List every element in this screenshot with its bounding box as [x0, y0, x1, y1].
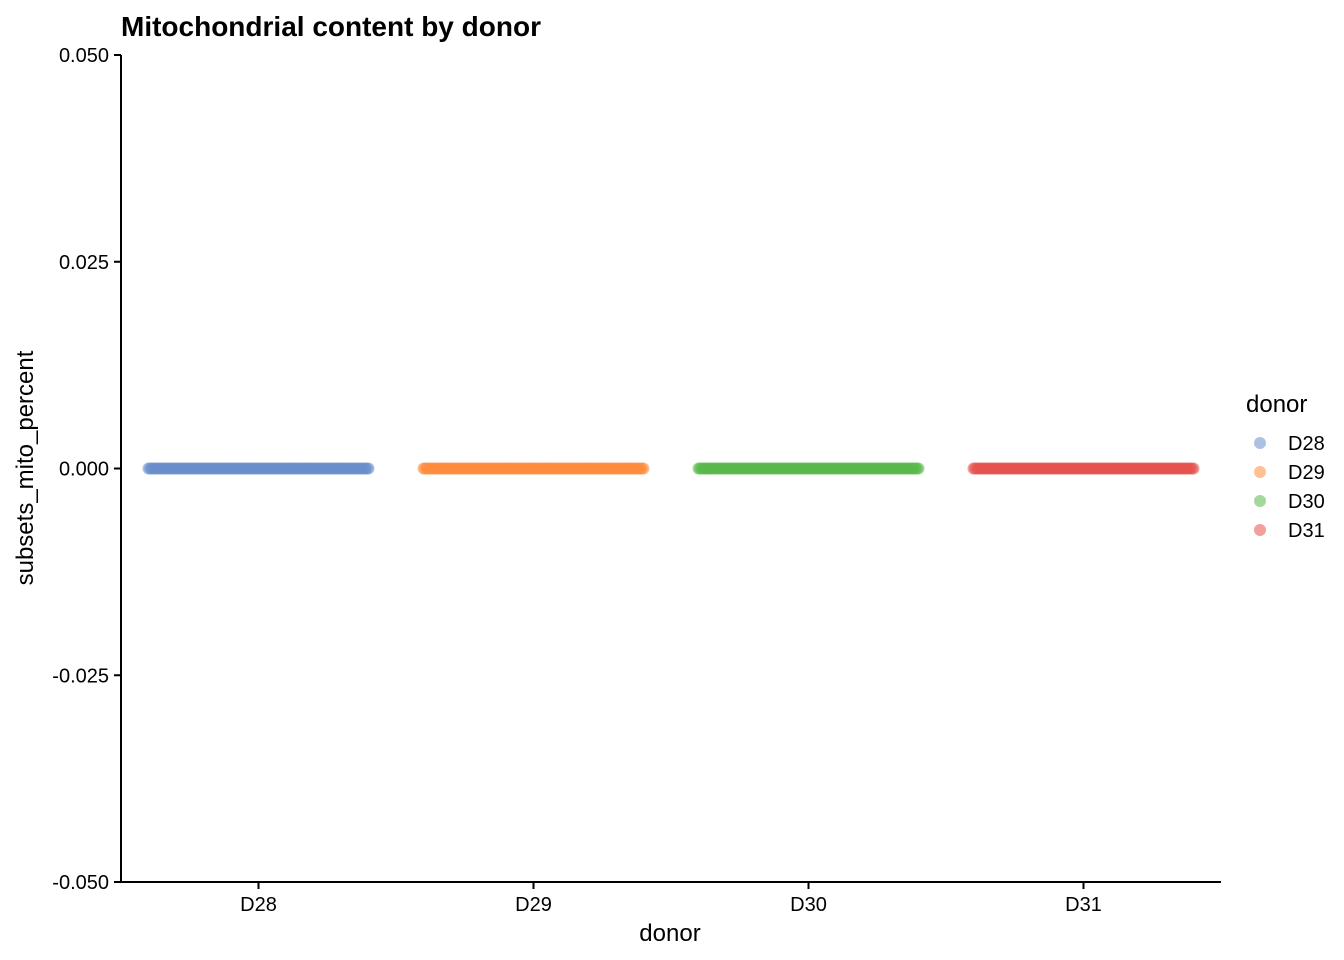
y-tick-label: -0.025: [52, 665, 109, 687]
data-point-d30: [912, 462, 925, 475]
legend-key-d28: [1254, 437, 1266, 449]
legend-label: D31: [1288, 520, 1325, 542]
chart-title: Mitochondrial content by donor: [121, 11, 541, 42]
legend-key-d29: [1254, 466, 1266, 478]
y-axis-title: subsets_mito_percent: [12, 350, 39, 585]
y-tick-label: 0.000: [59, 459, 109, 481]
legend-label: D28: [1288, 433, 1325, 455]
legend-key-d31: [1254, 524, 1266, 536]
legend-items: D28 D29 D30 D31: [1254, 433, 1325, 542]
legend-key-d30: [1254, 495, 1266, 507]
y-tick-label: -0.050: [52, 872, 109, 894]
x-tick-label: D28: [240, 894, 277, 916]
y-ticks: -0.050 -0.025 0.000 0.025 0.050: [52, 45, 121, 894]
x-axis-title: donor: [639, 920, 700, 947]
y-tick-label: 0.025: [59, 252, 109, 274]
data-point-d29: [637, 462, 650, 475]
data-point-d31: [1187, 462, 1200, 475]
x-ticks: D28 D29 D30 D31: [240, 882, 1102, 916]
legend-label: D30: [1288, 491, 1325, 513]
legend-title: donor: [1246, 391, 1307, 418]
y-tick-label: 0.050: [59, 45, 109, 67]
legend: donor D28 D29 D30 D31: [1246, 391, 1325, 542]
x-tick-label: D30: [790, 894, 827, 916]
legend-label: D29: [1288, 462, 1325, 484]
x-tick-label: D31: [1065, 894, 1102, 916]
data-point-d28: [362, 462, 375, 475]
points-layer: [142, 462, 1200, 475]
x-tick-label: D29: [515, 894, 552, 916]
